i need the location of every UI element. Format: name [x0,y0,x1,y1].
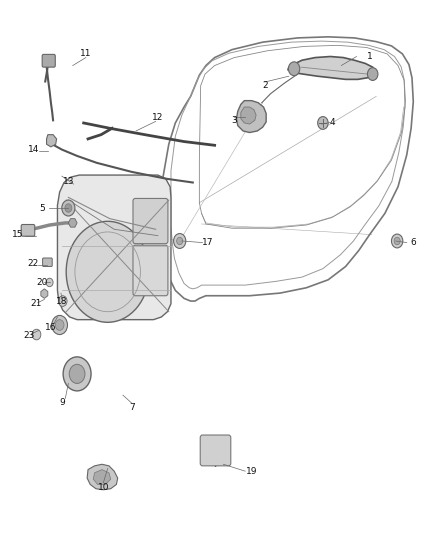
Text: 17: 17 [202,238,214,247]
Circle shape [52,316,67,335]
Polygon shape [241,107,256,124]
Text: 5: 5 [39,204,45,213]
Polygon shape [288,56,375,79]
Polygon shape [46,135,57,147]
Polygon shape [41,289,48,298]
Circle shape [367,68,378,80]
Circle shape [173,233,186,248]
Text: 7: 7 [129,403,134,412]
Text: 9: 9 [59,398,65,407]
FancyBboxPatch shape [42,258,52,266]
Polygon shape [237,101,266,133]
FancyBboxPatch shape [21,224,35,236]
Text: 16: 16 [45,323,57,332]
Text: 15: 15 [12,230,24,239]
Text: 3: 3 [231,116,237,125]
FancyBboxPatch shape [42,54,55,67]
Text: 1: 1 [367,52,372,61]
Text: 10: 10 [98,482,109,491]
Text: 23: 23 [23,331,35,340]
Polygon shape [87,464,118,490]
Circle shape [58,296,67,306]
Polygon shape [93,470,111,484]
Text: 13: 13 [63,177,74,186]
Polygon shape [68,219,77,227]
Circle shape [63,357,91,391]
Circle shape [55,320,64,330]
Circle shape [62,200,75,216]
Circle shape [394,237,400,245]
Circle shape [65,204,72,212]
Text: 11: 11 [80,50,92,58]
Text: 2: 2 [262,81,268,90]
Circle shape [32,329,41,340]
Text: 4: 4 [330,118,336,127]
Circle shape [66,221,149,322]
Text: 14: 14 [28,145,39,154]
Circle shape [69,365,85,383]
Polygon shape [57,175,171,320]
Text: 20: 20 [36,278,48,287]
Circle shape [288,62,300,76]
Text: 18: 18 [56,296,67,305]
Circle shape [318,117,328,130]
FancyBboxPatch shape [133,198,168,244]
Circle shape [177,237,183,245]
Text: 22: 22 [28,260,39,268]
Circle shape [392,234,403,248]
FancyBboxPatch shape [200,435,231,466]
Text: 19: 19 [246,467,258,475]
FancyBboxPatch shape [133,245,168,296]
Text: 21: 21 [30,299,41,308]
Text: 6: 6 [410,238,416,247]
Circle shape [46,278,53,287]
Text: 12: 12 [152,113,163,122]
